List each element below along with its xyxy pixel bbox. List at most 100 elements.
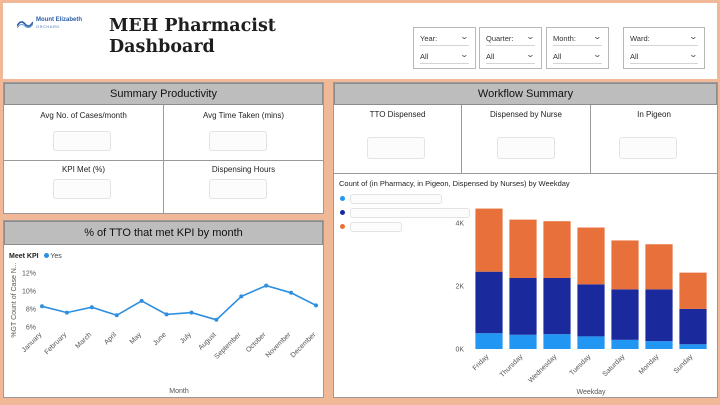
tto-dispensed-label: TTO Dispensed [369, 110, 426, 119]
series-line-yes [41, 284, 317, 321]
bar-segment [543, 221, 571, 278]
chevron-down-icon[interactable]: ⌄ [688, 50, 699, 59]
x-axis-label: Weekday [576, 389, 606, 396]
month-filter[interactable]: Month: ⌄ All ⌄ [546, 27, 609, 69]
x-tick-label: February [44, 331, 69, 356]
data-point [189, 310, 194, 315]
data-point [264, 283, 269, 288]
data-point [139, 298, 144, 303]
quarter-filter[interactable]: Quarter: ⌄ All ⌄ [479, 27, 542, 69]
x-tick-label: Tuesday [569, 353, 593, 377]
chevron-down-icon[interactable]: ⌄ [525, 32, 536, 41]
y-tick-label: 2K [455, 283, 464, 290]
data-point [64, 310, 69, 315]
y-tick-label: 10% [22, 289, 36, 296]
chevron-down-icon[interactable]: ⌄ [525, 50, 536, 59]
x-tick-label: November [265, 331, 293, 359]
kpi-met-label: KPI Met (%) [61, 165, 106, 174]
bar-segment [645, 341, 673, 349]
dispensed-by-nurse-label: Dispensed by Nurse [489, 110, 563, 119]
hospital-logo: Mount Elizabeth ORCHARD [17, 17, 82, 29]
bar-segment [679, 272, 707, 309]
weekday-stacked-bar-chart: 4K 2K 0K Friday Thursday Wednesday Tuesday Satu… [455, 208, 707, 396]
legend-title: Meet KPI [9, 253, 39, 260]
legend-dot-icon [340, 196, 345, 201]
x-tick-label: September [214, 331, 244, 361]
year-filter-label: Year: [420, 34, 438, 43]
y-tick-label: 4K [455, 220, 464, 227]
legend-dot-icon [340, 224, 345, 229]
legend-item[interactable] [340, 222, 410, 236]
x-tick-label: April [103, 331, 118, 346]
chevron-down-icon[interactable]: ⌄ [688, 32, 699, 41]
quarter-filter-value[interactable]: All [486, 52, 495, 61]
legend-item[interactable] [340, 194, 460, 208]
summary-productivity-title: Summary Productivity [4, 83, 323, 105]
dispensing-hours-label: Dispensing Hours [211, 165, 276, 174]
legend-dot-icon [43, 253, 49, 258]
data-point [289, 290, 294, 295]
month-filter-value[interactable]: All [553, 52, 562, 61]
chevron-down-icon[interactable]: ⌄ [459, 50, 470, 59]
logo-sub: ORCHARD [36, 24, 60, 29]
bar-segment [645, 244, 673, 290]
bar-segment [577, 227, 605, 285]
bar-segment [577, 284, 605, 337]
data-point [314, 303, 318, 308]
workflow-summary-title: Workflow Summary [334, 83, 717, 105]
workflow-summary-panel: Workflow Summary TTO Dispensed Dispensed… [333, 82, 718, 398]
chevron-down-icon[interactable]: ⌄ [592, 50, 603, 59]
in-pigeon-label: In Pigeon [637, 110, 671, 119]
kpi-met-value [53, 179, 111, 199]
chevron-down-icon[interactable]: ⌄ [459, 32, 470, 41]
data-point [40, 304, 44, 309]
legend-item[interactable]: Yes [50, 253, 62, 260]
quarter-filter-label: Quarter: [486, 34, 514, 43]
bar-segment [475, 208, 503, 272]
avg-cases-label: Avg No. of Cases/month [40, 111, 127, 120]
page-title: MEH Pharmacist Dashboard [109, 16, 276, 57]
y-tick-label: 6% [26, 325, 36, 332]
legend-item[interactable] [340, 208, 470, 222]
y-tick-label: 12% [22, 271, 36, 278]
year-filter[interactable]: Year: ⌄ All ⌄ [413, 27, 476, 69]
x-axis-label: Month [169, 388, 189, 395]
x-tick-label: Wednesday [527, 353, 558, 384]
bar-segment [509, 334, 537, 349]
y-tick-label: 0K [455, 347, 464, 354]
x-tick-label: Thursday [499, 353, 525, 379]
x-tick-label: Monday [638, 353, 661, 376]
bar-segment [679, 308, 707, 345]
bar-segment [475, 333, 503, 349]
year-filter-value[interactable]: All [420, 52, 429, 61]
bar-segment [543, 334, 571, 349]
in-pigeon-value [619, 137, 677, 159]
data-point [239, 294, 244, 299]
logo-name: Mount Elizabeth [36, 17, 82, 23]
summary-productivity-panel: Summary Productivity Avg No. of Cases/mo… [3, 82, 324, 214]
kpi-by-month-panel: % of TTO that met KPI by month Meet KPI … [3, 220, 324, 398]
bar-segment [577, 336, 605, 349]
chevron-down-icon[interactable]: ⌄ [592, 32, 603, 41]
x-tick-label: May [129, 331, 144, 346]
header-bar: Mount Elizabeth ORCHARD MEH Pharmacist D… [3, 3, 717, 79]
ward-filter[interactable]: Ward: ⌄ All ⌄ [623, 27, 705, 69]
kpi-line-chart: 12% 10% 8% 6% %GT Count of Case N...January F… [11, 263, 318, 395]
x-tick-label: December [290, 331, 318, 359]
bar-segment [475, 271, 503, 334]
y-axis-label: %GT Count of Case N... [11, 263, 18, 338]
bar-segment [645, 289, 673, 342]
kpi-legend: Meet KPI Yes [9, 253, 62, 260]
data-point [114, 313, 119, 318]
avg-time-label: Avg Time Taken (mins) [202, 111, 285, 120]
bar-segment [509, 219, 537, 278]
dispensing-hours-value [209, 179, 267, 199]
x-tick-label: Sunday [673, 353, 695, 375]
bar-segment [543, 278, 571, 335]
y-tick-label: 8% [26, 307, 36, 314]
x-tick-label: July [179, 331, 193, 345]
tto-dispensed-value [367, 137, 425, 159]
ward-filter-value[interactable]: All [630, 52, 639, 61]
x-tick-label: Friday [472, 353, 491, 372]
x-tick-label: Saturday [602, 353, 627, 378]
